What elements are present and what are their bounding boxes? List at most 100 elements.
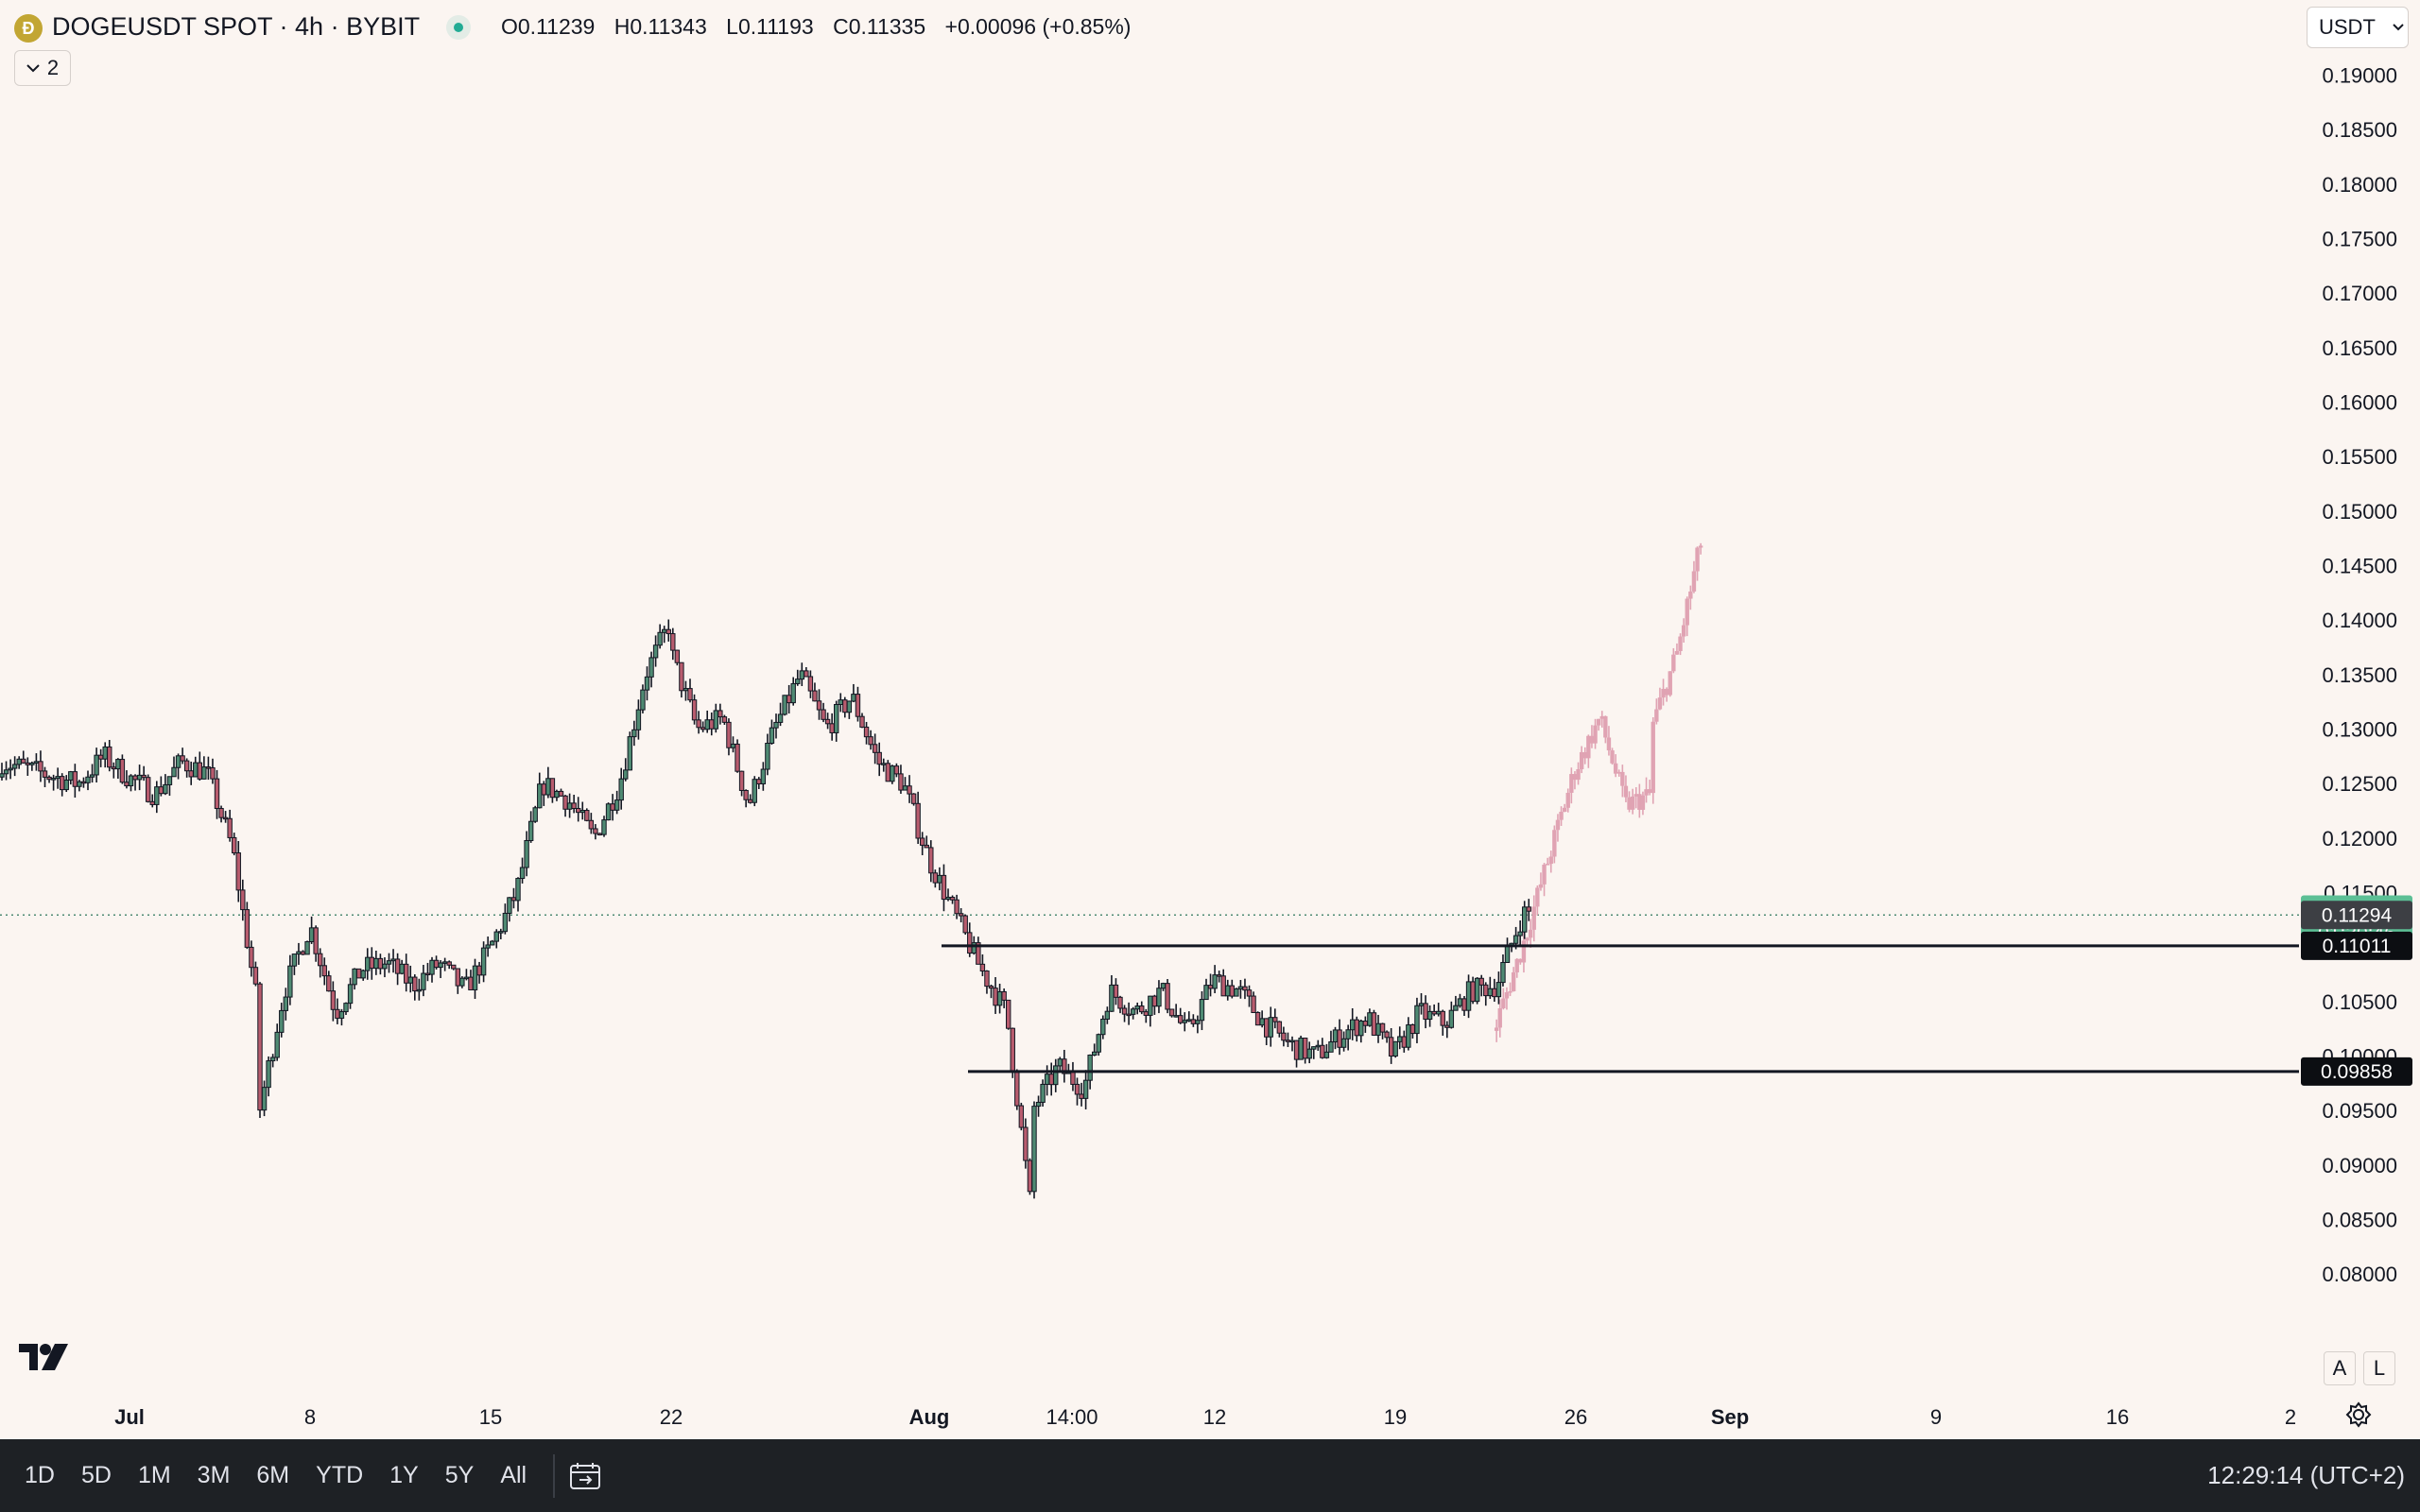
candle <box>941 864 947 912</box>
tradingview-logo[interactable] <box>19 1342 72 1372</box>
price-tick-label: 0.19000 <box>2322 64 2397 88</box>
candle <box>721 714 728 726</box>
candle <box>1178 1007 1184 1024</box>
candle <box>924 835 929 849</box>
price-tick-label: 0.12500 <box>2322 772 2397 796</box>
candle <box>382 957 388 978</box>
candle <box>1500 954 1506 987</box>
timeframe-1d[interactable]: 1D <box>25 1462 55 1488</box>
projection-candle <box>1651 716 1655 804</box>
candle <box>1328 1030 1334 1053</box>
candle <box>773 713 779 739</box>
time-tick-label: Jul <box>114 1405 145 1429</box>
candle <box>279 1003 285 1038</box>
dogecoin-icon: Ð <box>14 14 43 43</box>
auto-scale-button[interactable]: A <box>2324 1351 2356 1385</box>
candle <box>283 988 289 1021</box>
candle <box>821 702 826 723</box>
candle <box>21 750 26 765</box>
candle <box>252 961 259 987</box>
candle <box>1414 997 1420 1043</box>
candle <box>244 902 251 950</box>
candle <box>1406 1017 1411 1051</box>
price-chart[interactable]: 0.19000 0.18500 0.18000 0.17500 0.17000 0.165… <box>0 0 2420 1439</box>
candle <box>1298 1035 1304 1060</box>
market-status-icon[interactable] <box>446 15 471 40</box>
candle <box>735 739 740 773</box>
candle <box>666 619 671 642</box>
timeframe-1m[interactable]: 1M <box>137 1462 171 1488</box>
candle <box>451 964 457 971</box>
price-tick-label: 0.08500 <box>2322 1209 2397 1232</box>
candle <box>717 703 723 725</box>
candle <box>1426 1005 1433 1027</box>
candle <box>885 760 890 782</box>
candle <box>726 718 732 756</box>
indicators-toggle-button[interactable]: 2 <box>14 50 71 86</box>
candle <box>846 700 853 719</box>
price-tick-label: 0.14000 <box>2322 609 2397 632</box>
candle <box>180 747 185 765</box>
candle <box>8 759 13 780</box>
candle <box>154 781 160 814</box>
candle <box>29 761 35 771</box>
price-axis[interactable]: 0.19000 0.18500 0.18000 0.17500 0.17000 0.165… <box>2322 64 2397 1287</box>
candle <box>1168 1008 1175 1018</box>
candle <box>1053 1058 1059 1092</box>
candle <box>979 954 986 977</box>
projection-candle <box>1535 885 1540 916</box>
candle <box>1302 1038 1308 1064</box>
candle <box>605 802 612 821</box>
candle <box>0 763 5 781</box>
timeframe-ytd[interactable]: YTD <box>316 1462 364 1488</box>
candle <box>338 1008 345 1026</box>
candle <box>627 731 632 771</box>
price-tick-label: 0.18500 <box>2322 118 2397 142</box>
candle <box>1212 965 1218 994</box>
toolbar-divider <box>553 1453 556 1498</box>
timeframe-all[interactable]: All <box>500 1462 527 1488</box>
horizontal-levels[interactable] <box>942 944 2299 1074</box>
price-tick-label: 0.09500 <box>2322 1099 2397 1123</box>
price-tick-label: 0.18000 <box>2322 173 2397 197</box>
candle <box>584 808 590 822</box>
prev-close-badge: 0.11294 <box>2301 901 2412 930</box>
timeframe-3m[interactable]: 3M <box>197 1462 231 1488</box>
candle <box>171 756 177 778</box>
timeframe-1y[interactable]: 1Y <box>389 1462 419 1488</box>
currency-select[interactable]: USDT <box>2307 7 2409 48</box>
candle <box>249 940 254 977</box>
projection-candle <box>1688 585 1693 610</box>
time-tick-label: 22 <box>660 1405 683 1429</box>
candle <box>769 719 775 746</box>
go-to-date-icon[interactable] <box>568 1461 602 1491</box>
candle <box>834 700 839 742</box>
candle <box>498 928 504 939</box>
time-axis[interactable]: Jul 8 15 22 Aug 14:00 12 19 26 Sep 9 16 2 <box>114 1405 2296 1429</box>
candle <box>232 833 237 856</box>
candle <box>601 816 607 837</box>
projection-candle <box>1548 850 1553 873</box>
clock-timezone[interactable]: 12:29:14 (UTC+2) <box>2207 1461 2405 1489</box>
price-tick-label: 0.17500 <box>2322 228 2397 251</box>
symbol-title[interactable]: DOGEUSDT SPOT · 4h · BYBIT <box>52 12 421 41</box>
projection-candle <box>1671 647 1676 674</box>
candle <box>72 764 78 798</box>
chevron-down-icon <box>2393 24 2404 31</box>
candle <box>1006 999 1011 1030</box>
candle <box>455 968 461 994</box>
candle <box>1035 1095 1042 1117</box>
timeframe-6m[interactable]: 6M <box>256 1462 290 1488</box>
candle <box>816 689 822 720</box>
projection-candle <box>1569 767 1574 804</box>
settings-icon[interactable] <box>2344 1400 2373 1429</box>
projection-candle <box>1647 780 1652 796</box>
log-scale-button[interactable]: L <box>2363 1351 2395 1385</box>
candle <box>166 776 173 797</box>
timeframe-5d[interactable]: 5D <box>80 1462 112 1488</box>
candle <box>777 702 784 727</box>
time-tick-label: 9 <box>1930 1405 1942 1429</box>
projection-candle <box>1511 967 1516 992</box>
projection-candle <box>1599 711 1604 728</box>
timeframe-5y[interactable]: 5Y <box>444 1462 475 1488</box>
